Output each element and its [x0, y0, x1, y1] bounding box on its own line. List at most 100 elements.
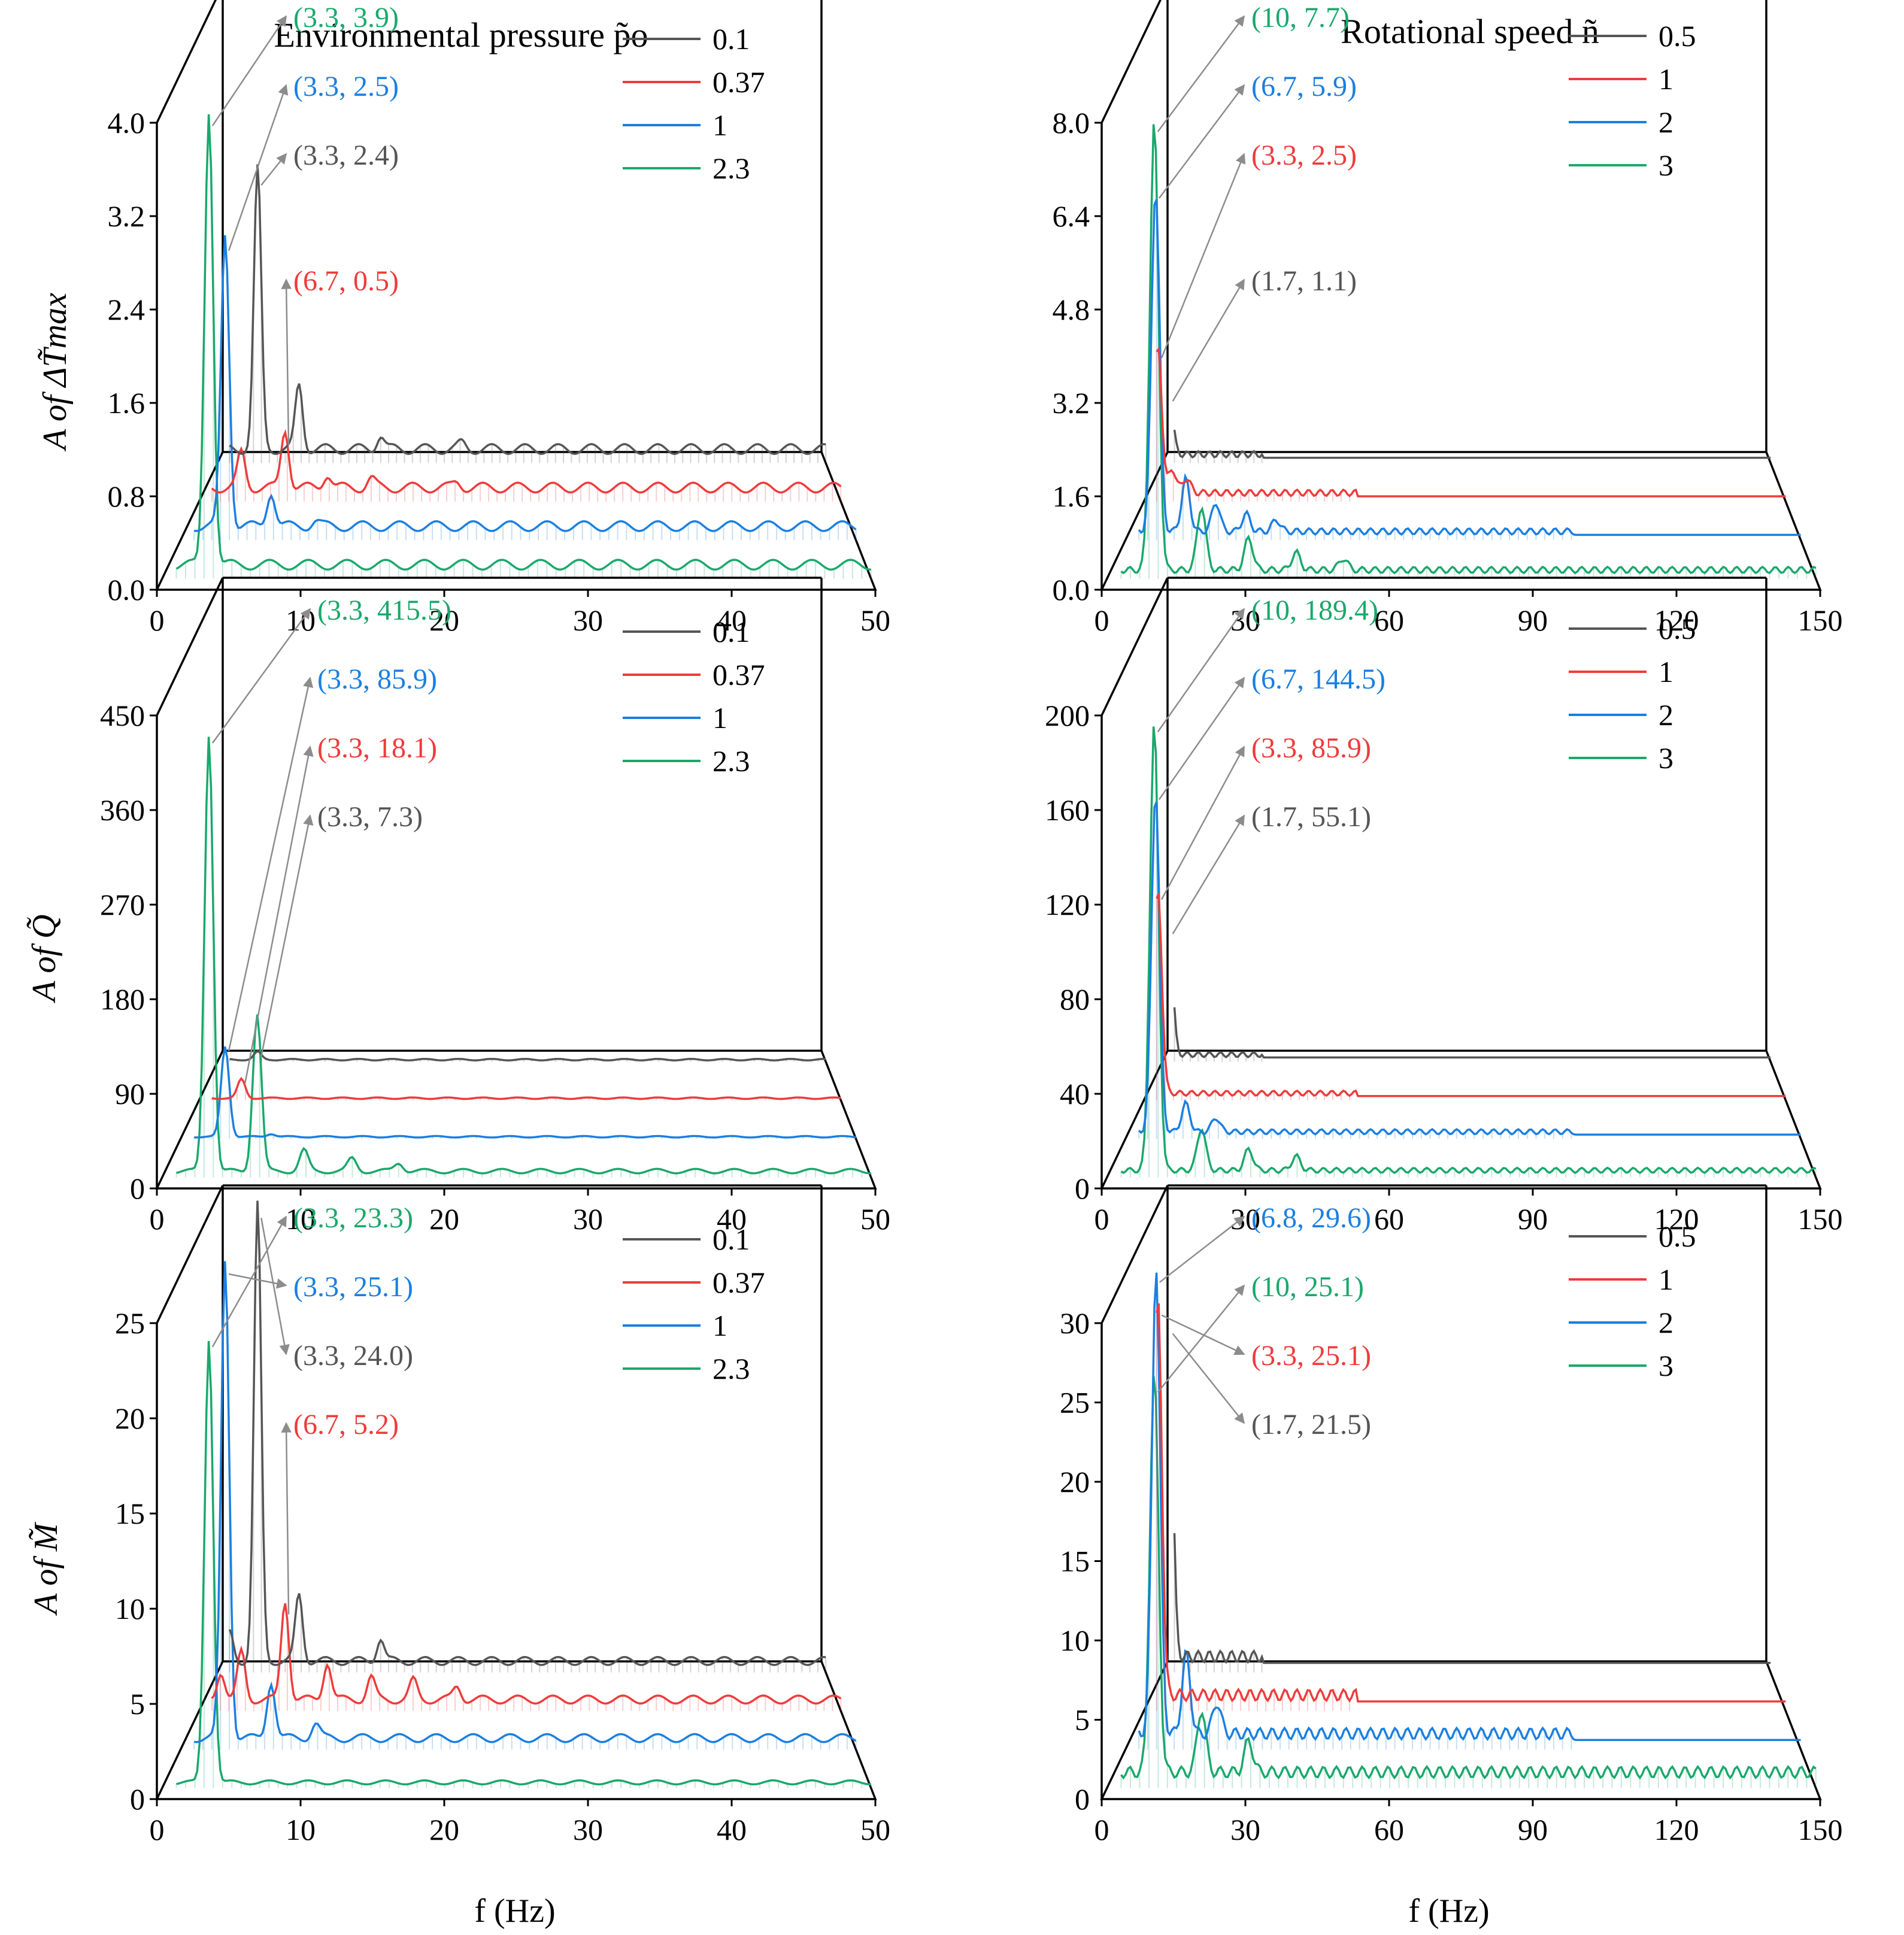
y-tick-label: 90	[115, 1077, 145, 1111]
annotation-arrow	[260, 153, 287, 186]
x-tick-label: 20	[429, 1813, 459, 1846]
annotation-label: (3.3, 85.9)	[317, 663, 437, 695]
series-stems-1	[193, 1085, 857, 1139]
x-tick-label: 150	[1798, 1202, 1843, 1236]
series-stems-1	[193, 1464, 857, 1750]
annotation-arrow	[260, 1217, 290, 1355]
annotation-label: (3.3, 85.9)	[1251, 732, 1371, 764]
series-line-2	[1138, 1272, 1801, 1742]
legend-label: 0.37	[713, 65, 765, 99]
series-stems-3	[1120, 1512, 1817, 1788]
series-line-0.37	[211, 1603, 842, 1705]
x-tick-label: 20	[429, 603, 459, 637]
annotation-label: (6.7, 0.5)	[293, 265, 399, 297]
series-line-2.3	[176, 736, 871, 1175]
x-tick-label: 0	[1095, 603, 1109, 637]
x-tick-label: 30	[573, 603, 603, 637]
annotation-label: (3.3, 25.1)	[293, 1271, 413, 1303]
annotation-label: (10, 189.4)	[1251, 595, 1378, 626]
y-tick-label: 0	[130, 1782, 145, 1816]
legend-label: 0.1	[713, 22, 750, 56]
x-tick-label: 60	[1374, 1813, 1404, 1846]
annotation-label: (6.7, 5.2)	[293, 1409, 399, 1440]
legend-label: 0.1	[713, 615, 750, 648]
legend: 0.1 0.37 1 2.3	[623, 615, 765, 778]
y-tick-label: 1.6	[108, 386, 145, 420]
series-line-2	[1138, 199, 1801, 536]
y-tick-label: 270	[100, 888, 145, 921]
x-tick-label: 50	[860, 603, 890, 637]
x-tick-label: 0	[1095, 1813, 1109, 1846]
series-stems-0.37	[211, 443, 842, 502]
annotation-label: (1.7, 55.1)	[1251, 801, 1371, 833]
x-tick-label: 20	[429, 1202, 459, 1236]
x-tick-label: 90	[1518, 1202, 1548, 1236]
series-stems-1	[1156, 898, 1351, 1100]
y-tick-label: 0	[1075, 1172, 1090, 1205]
annotation-arrow	[228, 677, 314, 1051]
x-tick-label: 90	[1518, 603, 1548, 637]
series-line-3	[1120, 1375, 1817, 1780]
annotation-label: (3.3, 3.9)	[293, 2, 399, 34]
y-tick-label: 5	[130, 1687, 145, 1721]
x-tick-label: 40	[717, 1202, 747, 1236]
back-wall-frame	[222, 0, 823, 452]
legend-label: 0.5	[1659, 1220, 1696, 1253]
series-stems-3	[1120, 879, 1817, 1178]
y-tick-label: 0.8	[108, 480, 145, 513]
x-tick-label: 60	[1374, 1202, 1404, 1236]
series-line-1	[1156, 1303, 1786, 1703]
x-tick-label: 90	[1518, 1813, 1548, 1846]
legend-label: 2	[1659, 698, 1673, 732]
y-tick-label: 450	[100, 699, 145, 732]
series-line-0.5	[1173, 429, 1771, 459]
annotation-arrow	[228, 84, 289, 251]
y-tick-label: 160	[1045, 793, 1090, 827]
x-tick-label: 0	[1095, 1202, 1109, 1236]
series-line-1	[193, 1261, 857, 1743]
annotation-arrow	[260, 814, 314, 1057]
x-tick-label: 60	[1374, 603, 1404, 637]
y-tick-label: 10	[115, 1592, 145, 1625]
back-wall-frame	[1166, 577, 1767, 1051]
x-tick-label: 150	[1798, 603, 1843, 637]
annotation-label: (6.8, 29.6)	[1251, 1202, 1371, 1234]
y-tick-label: 10	[1060, 1624, 1090, 1657]
x-tick-label: 10	[286, 603, 316, 637]
series-line-1	[194, 1046, 856, 1139]
annotation-label: (3.3, 23.3)	[293, 1202, 413, 1234]
annotation-arrow	[211, 608, 311, 744]
annotation-arrow	[281, 1422, 292, 1615]
series-stems-2	[1138, 199, 1572, 541]
annotation-arrow	[1160, 153, 1246, 359]
x-tick-label: 40	[717, 603, 747, 637]
xlabel-left: f (Hz)	[474, 1892, 555, 1930]
x-tick-label: 150	[1798, 1813, 1843, 1846]
series-stems-2.3	[175, 305, 872, 579]
x-tick-label: 50	[860, 1813, 890, 1846]
annotation-arrow	[1157, 1284, 1245, 1393]
series-line-0.1	[228, 1200, 826, 1666]
series-stems-2	[1138, 802, 1572, 1139]
x-tick-label: 120	[1654, 1813, 1699, 1846]
legend: 0.1 0.37 1 2.3	[623, 1223, 765, 1385]
x-tick-label: 0	[150, 1813, 165, 1846]
series-line-0.1	[229, 164, 826, 455]
annotation-label: (3.3, 24.0)	[293, 1340, 413, 1372]
back-wall-frame	[1166, 0, 1767, 452]
y-tick-label: 6.4	[1053, 199, 1090, 233]
legend-label: 1	[1659, 655, 1673, 689]
annotation-label: (3.3, 18.1)	[317, 732, 437, 764]
y-tick-label: 20	[1060, 1465, 1090, 1499]
annotation-label: (1.7, 1.1)	[1251, 265, 1357, 297]
y-tick-label: 4.0	[108, 106, 145, 139]
legend-label: 1	[713, 701, 727, 735]
series-line-1	[193, 235, 857, 532]
annotation-label: (3.3, 2.5)	[293, 71, 399, 102]
legend-label: 1	[1659, 1263, 1673, 1296]
back-wall-frame	[222, 1184, 823, 1661]
series-line-3	[1120, 726, 1817, 1174]
x-tick-label: 10	[286, 1202, 316, 1236]
